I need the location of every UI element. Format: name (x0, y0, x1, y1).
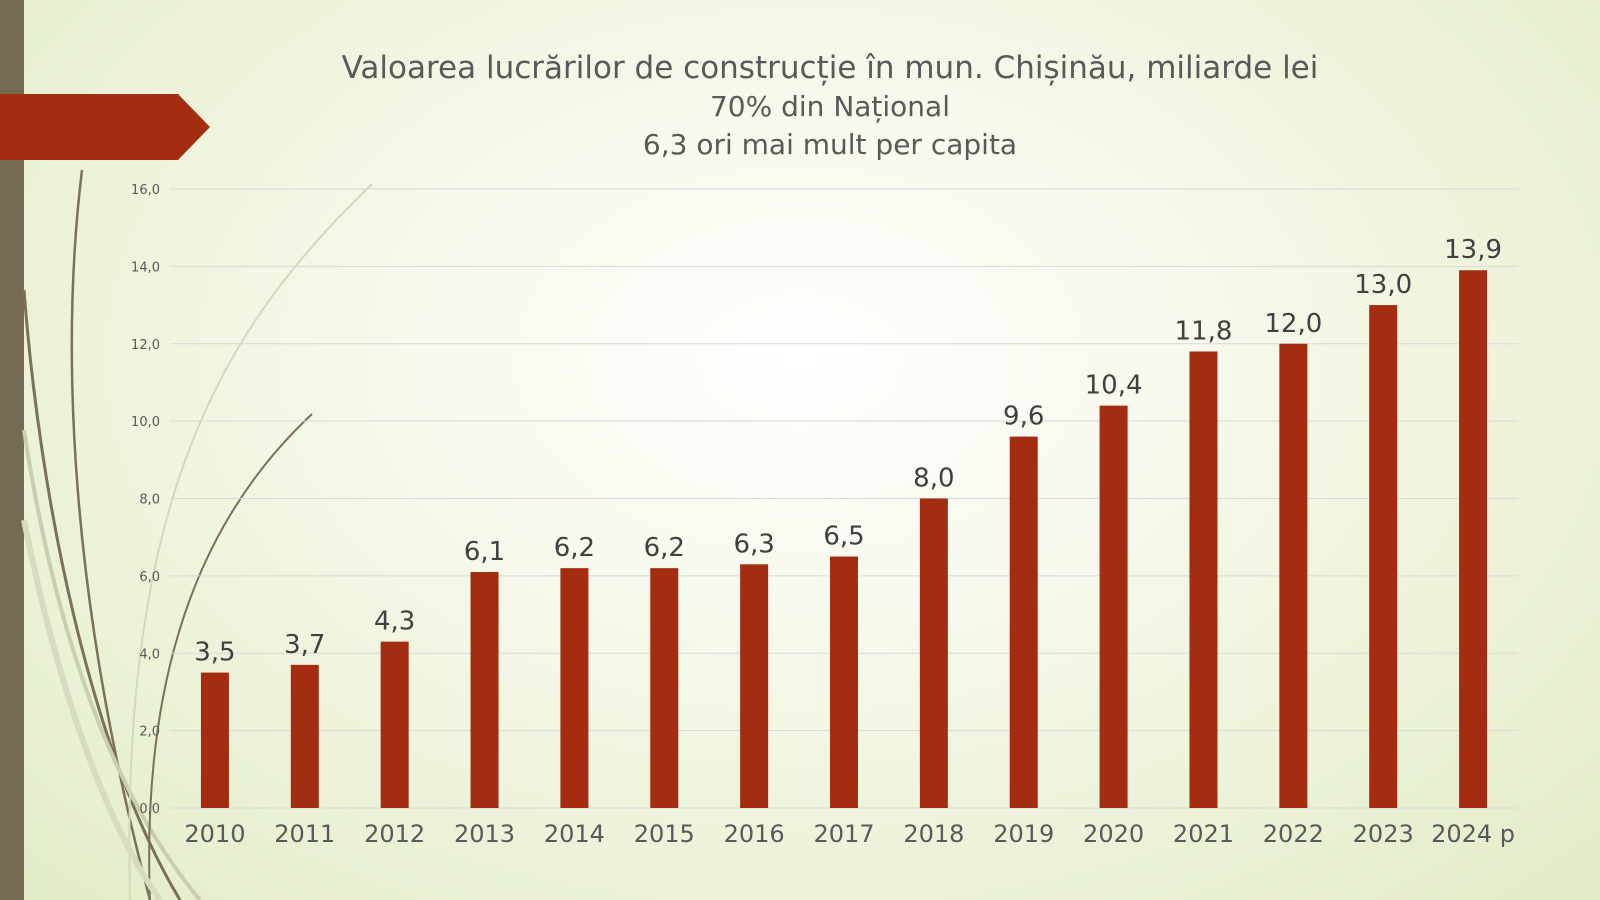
y-tick-label: 0,0 (139, 802, 160, 817)
chart-subtitle-national: 70% din Național (709, 90, 950, 123)
x-tick-label: 2017 (813, 820, 874, 848)
data-label: 6,3 (733, 529, 774, 559)
bar (830, 556, 858, 808)
data-label: 13,9 (1444, 235, 1502, 265)
data-label: 3,7 (284, 630, 325, 660)
data-label: 6,1 (464, 537, 505, 567)
bar (1099, 405, 1128, 808)
x-tick-label: 2014 (544, 820, 605, 848)
x-tick-label: 2010 (184, 820, 245, 848)
data-label: 9,6 (1003, 402, 1044, 432)
y-tick-label: 8,0 (139, 493, 160, 508)
x-tick-label: 2016 (724, 820, 785, 848)
bar (1009, 436, 1038, 808)
y-tick-label: 10,0 (131, 415, 160, 430)
x-tick-label: 2018 (903, 820, 964, 848)
bar (740, 564, 769, 808)
accent-arrow-tab (0, 94, 210, 160)
x-tick-label: 2011 (274, 820, 335, 848)
bar (1189, 351, 1218, 808)
data-label: 12,0 (1264, 309, 1322, 339)
data-label: 13,0 (1354, 270, 1412, 300)
data-label: 4,3 (374, 607, 415, 637)
x-tick-label: 2021 (1173, 820, 1234, 848)
data-label: 11,8 (1175, 316, 1233, 346)
bar (1459, 270, 1488, 808)
y-tick-label: 4,0 (139, 647, 160, 662)
data-label: 6,2 (644, 533, 685, 563)
x-tick-label: 2013 (454, 820, 515, 848)
x-tick-label: 2019 (993, 820, 1054, 848)
data-label: 6,5 (823, 522, 864, 552)
bar (380, 641, 409, 808)
bar (919, 498, 948, 808)
x-tick-label: 2023 (1353, 820, 1414, 848)
bar (560, 568, 589, 808)
x-tick-label: 2015 (634, 820, 695, 848)
bar (650, 568, 679, 808)
x-tick-label: 2024 p (1431, 820, 1515, 848)
y-tick-label: 12,0 (131, 338, 160, 353)
x-tick-label: 2012 (364, 820, 425, 848)
x-tick-label: 2020 (1083, 820, 1144, 848)
bar (290, 664, 319, 808)
chart-title: Valoarea lucrărilor de construcție în mu… (341, 50, 1319, 86)
data-label: 6,2 (554, 533, 595, 563)
data-label: 8,0 (913, 464, 954, 494)
y-tick-label: 16,0 (131, 183, 160, 198)
chart-subtitle-per-capita: 6,3 ori mai mult per capita (642, 128, 1018, 161)
y-tick-label: 14,0 (131, 260, 160, 275)
bar (200, 672, 229, 808)
bar (1369, 305, 1398, 808)
x-tick-label: 2022 (1263, 820, 1324, 848)
chart-title-block: Valoarea lucrărilor de construcție în mu… (220, 48, 1440, 164)
data-label: 10,4 (1085, 371, 1143, 401)
bar (1279, 343, 1308, 808)
data-label: 3,5 (194, 638, 235, 668)
bar (470, 572, 499, 808)
y-tick-label: 6,0 (139, 570, 160, 585)
y-tick-label: 2,0 (139, 725, 160, 740)
